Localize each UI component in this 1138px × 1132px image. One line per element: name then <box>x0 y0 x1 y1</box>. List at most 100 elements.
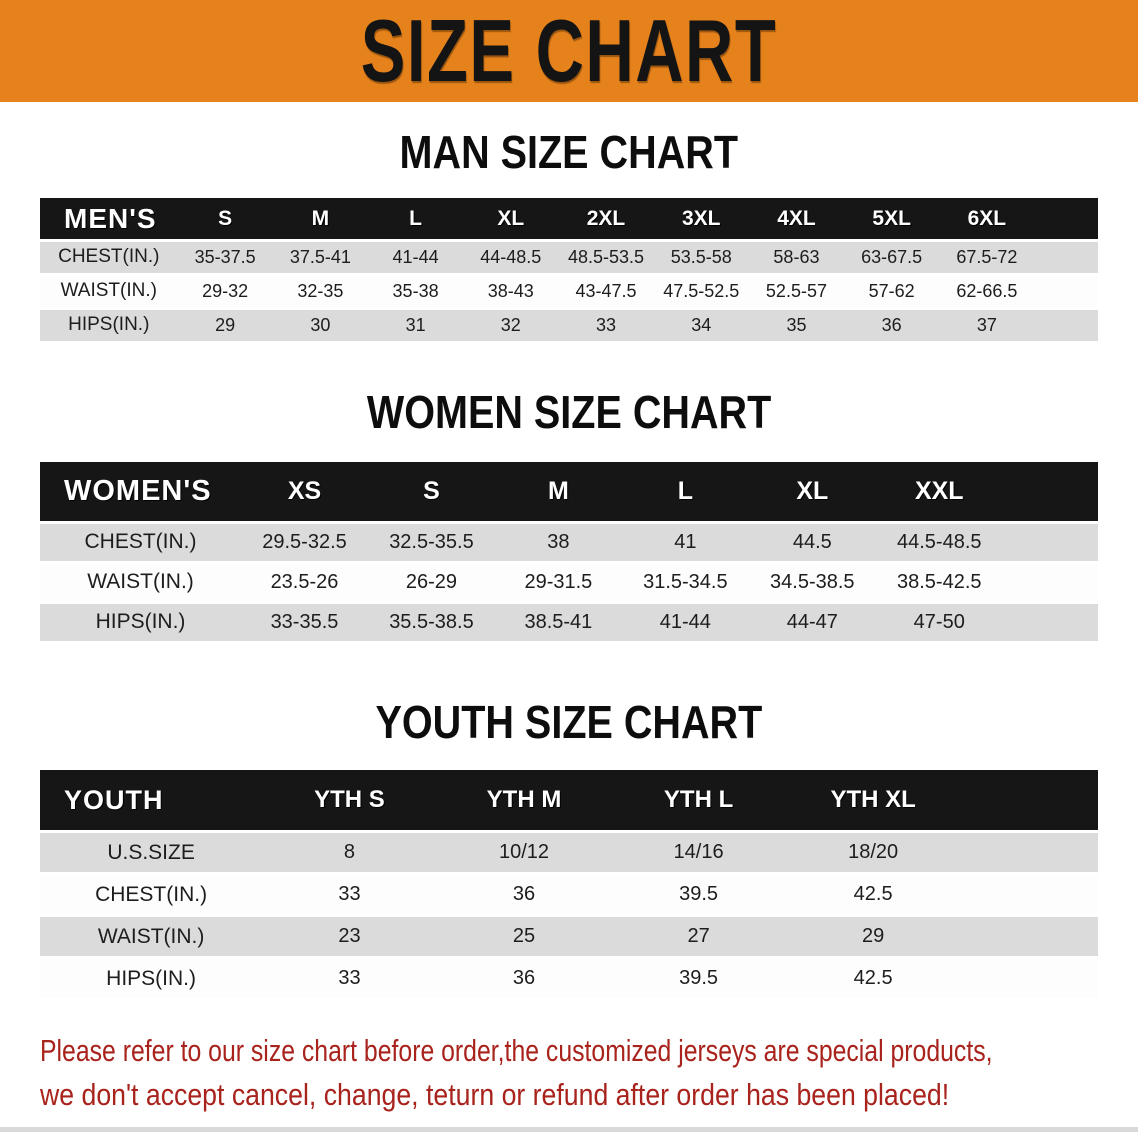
youth-corner-label: YOUTH <box>64 784 164 815</box>
women-size-cell: 33-35.5 <box>270 610 339 633</box>
men-size-cell: 30 <box>310 314 331 335</box>
youth-size-cell: 42.5 <box>853 883 893 906</box>
women-size-cell: 38.5-41 <box>524 610 593 633</box>
men-size-cell: 63-67.5 <box>861 246 923 267</box>
men-row-label: WAIST(IN.) <box>60 280 157 302</box>
men-header-filler <box>1035 198 1099 240</box>
women-size-cell: 38.5-42.5 <box>897 570 982 593</box>
youth-header-filler <box>960 770 1098 832</box>
youth-row-label: CHEST(IN.) <box>95 882 208 906</box>
men-header-row: MEN'S S M L XL 2XL 3XL 4XL 5XL 6XL <box>40 198 1099 241</box>
page-title: SIZE CHART <box>360 1 778 100</box>
women-row-filler <box>1003 522 1098 562</box>
women-size-cell: 31.5-34.5 <box>643 570 728 593</box>
men-size-table: MEN'S S M L XL 2XL 3XL 4XL 5XL 6XL CHEST(IN.) 35-37… <box>40 198 1098 344</box>
men-table-row: CHEST(IN.) 35-37.5 37.5-41 41-44 44-48.5 48.5… <box>40 240 1099 275</box>
men-size-cell: 43-47.5 <box>575 280 637 301</box>
youth-size-cell: 23 <box>338 925 361 948</box>
men-column-header-l: L <box>409 206 422 230</box>
women-section-heading-text: WOMEN SIZE CHART <box>366 385 772 438</box>
women-column-header-s: S <box>423 476 440 505</box>
men-size-cell: 34 <box>691 314 712 335</box>
youth-table-row: CHEST(IN.) 33 36 39.5 42.5 <box>40 873 1098 916</box>
youth-size-cell: 33 <box>338 883 361 906</box>
women-size-cell: 29-31.5 <box>524 570 593 593</box>
youth-size-cell: 39.5 <box>679 967 719 990</box>
men-size-cell: 36 <box>881 314 902 335</box>
men-size-cell: 58-63 <box>773 246 820 267</box>
youth-row-filler <box>960 874 1098 916</box>
men-row-filler <box>1035 308 1099 342</box>
youth-section-heading: YOUTH SIZE CHART <box>0 697 1138 746</box>
men-column-header-2xl: 2XL <box>586 206 626 230</box>
women-column-header-xs: XS <box>287 476 322 505</box>
notice-line-2-text: we don't accept cancel, change, teturn o… <box>40 1077 950 1113</box>
men-row-label: HIPS(IN.) <box>68 314 150 336</box>
women-column-header-xxl: XXL <box>914 476 964 505</box>
youth-size-cell: 36 <box>512 967 536 990</box>
women-size-cell: 44.5-48.5 <box>897 530 982 553</box>
men-column-header-m: M <box>311 206 330 230</box>
youth-size-cell: 42.5 <box>853 967 893 990</box>
men-row-filler <box>1035 240 1099 274</box>
men-size-cell: 37.5-41 <box>289 246 351 267</box>
youth-size-cell: 29 <box>862 925 885 948</box>
women-section-heading: WOMEN SIZE CHART <box>0 385 1138 438</box>
men-table-row: WAIST(IN.) 29-32 32-35 35-38 38-43 43-47.5 47.… <box>40 274 1099 309</box>
men-section-heading: MAN SIZE CHART <box>0 126 1138 178</box>
men-size-cell: 44-48.5 <box>480 246 542 267</box>
youth-column-header-yth-s: YTH S <box>314 786 385 814</box>
youth-row-label: U.S.SIZE <box>107 840 195 864</box>
youth-header-row: YOUTH YTH S YTH M YTH L YTH XL <box>40 769 1098 832</box>
youth-size-cell: 25 <box>512 925 536 948</box>
men-size-cell: 41-44 <box>392 246 439 267</box>
notice-line-1: Please refer to our size chart before or… <box>40 1029 1138 1073</box>
youth-size-cell: 33 <box>338 967 361 990</box>
women-row-label: HIPS(IN.) <box>95 610 186 634</box>
men-size-cell: 48.5-53.5 <box>567 246 645 267</box>
men-size-cell: 35-38 <box>392 280 439 301</box>
youth-row-filler <box>960 832 1098 874</box>
notice-line-1-text: Please refer to our size chart before or… <box>40 1033 993 1069</box>
women-table-row: WAIST(IN.) 23.5-26 26-29 29-31.5 31.5-34.5 34… <box>40 562 1098 603</box>
men-row-filler <box>1035 274 1099 308</box>
men-size-cell: 32-35 <box>297 280 344 301</box>
women-size-cell: 26-29 <box>405 570 458 593</box>
men-size-cell: 62-66.5 <box>956 280 1018 301</box>
men-size-cell: 29 <box>215 314 236 335</box>
women-size-cell: 41-44 <box>659 610 711 633</box>
men-column-header-4xl: 4XL <box>777 206 816 230</box>
men-column-header-s: S <box>218 206 233 230</box>
women-table-row: CHEST(IN.) 29.5-32.5 32.5-35.5 38 41 44.5 44.5… <box>40 522 1098 563</box>
women-size-cell: 44-47 <box>786 610 838 633</box>
youth-column-header-yth-m: YTH M <box>486 786 562 814</box>
men-size-cell: 53.5-58 <box>670 246 732 267</box>
men-size-cell: 35-37.5 <box>194 246 256 267</box>
bottom-divider <box>0 1127 1138 1132</box>
youth-column-header-yth-xl: YTH XL <box>830 786 916 814</box>
women-size-table: WOMEN'S XS S M L XL XXL CHEST(IN.) 29.5-32.5 32.5… <box>40 462 1098 644</box>
men-size-cell: 52.5-57 <box>765 280 827 301</box>
women-column-header-xl: XL <box>796 476 829 505</box>
men-row-label: CHEST(IN.) <box>58 246 160 268</box>
men-size-cell: 32 <box>500 314 521 335</box>
men-corner-label: MEN'S <box>64 202 157 234</box>
women-size-cell: 32.5-35.5 <box>389 530 474 553</box>
men-size-cell: 33 <box>596 314 617 335</box>
men-size-cell: 29-32 <box>202 280 249 301</box>
women-column-header-m: M <box>547 476 569 505</box>
men-size-cell: 57-62 <box>868 280 915 301</box>
youth-row-label: HIPS(IN.) <box>106 966 196 990</box>
men-section-heading-text: MAN SIZE CHART <box>399 126 739 178</box>
youth-table-row: HIPS(IN.) 33 36 39.5 42.5 <box>40 957 1098 1000</box>
women-table-row: HIPS(IN.) 33-35.5 35.5-38.5 38.5-41 41-44 44-… <box>40 602 1098 643</box>
women-size-cell: 47-50 <box>913 610 965 633</box>
youth-table-row: WAIST(IN.) 23 25 27 29 <box>40 915 1098 958</box>
women-size-cell: 23.5-26 <box>270 570 339 593</box>
women-column-header-l: L <box>677 476 693 505</box>
women-size-cell: 44.5 <box>792 530 832 553</box>
men-column-header-xl: XL <box>497 206 525 230</box>
youth-size-cell: 18/20 <box>848 841 899 864</box>
men-size-cell: 47.5-52.5 <box>663 280 740 301</box>
